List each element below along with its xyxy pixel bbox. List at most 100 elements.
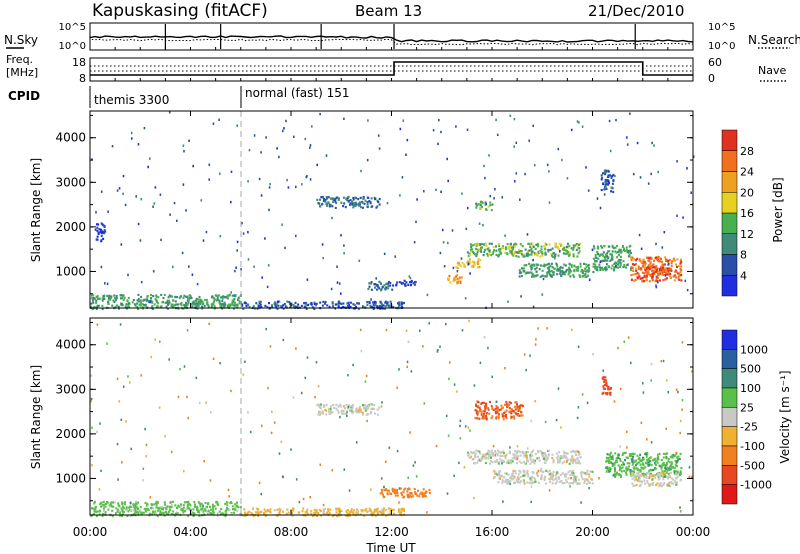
power-cell (363, 306, 366, 309)
velocity-noise-cell (290, 448, 292, 451)
power-cell (93, 297, 96, 300)
colorbar-block (721, 349, 738, 369)
power-cell (385, 283, 388, 286)
velocity-cell (384, 488, 387, 492)
velocity-cell (137, 501, 139, 504)
velocity-cell (674, 472, 677, 475)
velocity-cell (609, 393, 612, 396)
power-cell (402, 282, 405, 285)
power-cell (641, 276, 644, 279)
power-cell (528, 253, 531, 256)
power-cell (379, 282, 382, 285)
power-cell (610, 253, 613, 256)
power-noise-cell (340, 234, 342, 237)
velocity-cell (561, 462, 564, 465)
power-cell (660, 260, 663, 263)
power-cell (348, 304, 351, 307)
power-cell (548, 266, 551, 269)
power-cell (318, 202, 321, 205)
velocity-cell (340, 405, 343, 408)
velocity-cell (642, 458, 645, 461)
velocity-cell (209, 511, 212, 515)
power-cell (568, 254, 570, 257)
velocity-cell (395, 490, 398, 493)
velocity-cell (100, 502, 103, 505)
power-cell (610, 175, 613, 178)
power-cell (611, 244, 614, 247)
power-cell (667, 259, 670, 262)
velocity-cell (154, 502, 157, 505)
velocity-cell (417, 489, 419, 492)
velocity-cell (638, 477, 641, 480)
power-cell (605, 255, 607, 258)
power-cell (543, 245, 546, 248)
power-cell (165, 305, 168, 308)
velocity-cell (518, 414, 521, 417)
power-cell (410, 281, 413, 284)
velocity-cell (256, 511, 259, 514)
velocity-cell (515, 455, 518, 458)
power-cell (597, 257, 600, 260)
velocity-cell (663, 482, 666, 485)
velocity-cell (662, 483, 665, 486)
power-cell (612, 190, 615, 194)
velocity-noise-cell (186, 329, 189, 332)
velocity-cell (551, 453, 554, 456)
velocity-cell (505, 403, 508, 406)
power-cell (363, 202, 366, 205)
power-cell (361, 201, 364, 204)
velocity-cell (385, 514, 388, 517)
power-noise-cell (465, 227, 468, 230)
power-cell (204, 298, 207, 302)
velocity-cell (482, 401, 485, 404)
velocity-cell (140, 512, 143, 516)
power-cell (643, 264, 646, 267)
power-cell (169, 295, 172, 298)
power-cell (156, 301, 159, 305)
velocity-cell (669, 456, 672, 459)
velocity-cell (340, 410, 343, 413)
velocity-cell (155, 512, 157, 515)
velocity-cell (208, 513, 211, 516)
velocity-cell (120, 507, 123, 510)
velocity-noise-cell (667, 391, 670, 394)
velocity-cell (550, 475, 553, 478)
velocity-cell (338, 514, 341, 518)
velocity-noise-cell (629, 453, 631, 456)
power-noise-cell (267, 264, 270, 267)
power-cell (650, 257, 653, 260)
velocity-cell (516, 462, 519, 465)
velocity-cell (489, 456, 492, 459)
power-cell (523, 255, 526, 258)
power-noise-cell (532, 124, 534, 127)
velocity-cell (492, 477, 495, 480)
power-cell (661, 270, 664, 273)
power-cell (502, 246, 505, 249)
power-cell (597, 252, 600, 255)
velocity-cell (197, 501, 200, 504)
velocity-cell (651, 474, 654, 477)
power-cell (278, 300, 281, 303)
velocity-cell (516, 479, 519, 482)
velocity-cell (406, 493, 409, 496)
x-tick-label: 16:00 (475, 525, 510, 539)
power-cell (601, 246, 604, 249)
power-noise-cell (442, 241, 445, 244)
power-cell (331, 301, 334, 304)
power-noise-cell (182, 183, 185, 186)
velocity-cell (341, 412, 343, 415)
velocity-cell (349, 407, 352, 410)
power-noise-cell (159, 193, 162, 196)
velocity-cell (640, 480, 643, 483)
velocity-cell (322, 513, 325, 516)
power-noise-cell (301, 183, 303, 186)
power-noise-cell (94, 228, 97, 231)
power-cell (515, 255, 518, 258)
power-cell (193, 303, 195, 306)
power-cell (327, 196, 330, 199)
velocity-cell (579, 462, 582, 465)
velocity-cell (631, 463, 634, 466)
velocity-cell (171, 500, 174, 503)
power-noise-cell (358, 259, 361, 262)
velocity-cell (489, 460, 492, 463)
